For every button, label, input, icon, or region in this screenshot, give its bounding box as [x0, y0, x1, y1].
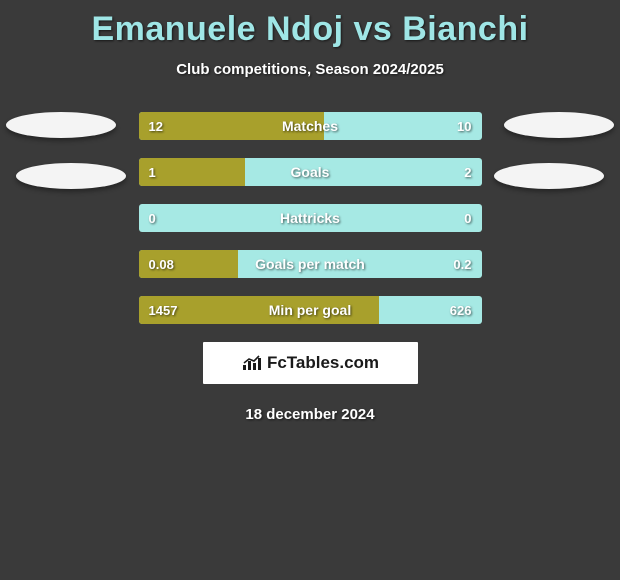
stat-label: Hattricks [139, 204, 482, 232]
stat-label: Goals [139, 158, 482, 186]
stat-label: Matches [139, 112, 482, 140]
player-left-marker-1 [6, 112, 116, 138]
source-badge: FcTables.com [203, 342, 418, 384]
stat-row: 12 Matches 10 [139, 112, 482, 140]
stat-right-value: 0 [464, 204, 471, 232]
chart-icon [241, 354, 263, 372]
player-right-marker-1 [504, 112, 614, 138]
stat-row: 1457 Min per goal 626 [139, 296, 482, 324]
stat-right-value: 626 [450, 296, 472, 324]
stat-row: 1 Goals 2 [139, 158, 482, 186]
stat-right-value: 2 [464, 158, 471, 186]
player-left-marker-2 [16, 163, 126, 189]
comparison-subtitle: Club competitions, Season 2024/2025 [0, 61, 620, 78]
stat-right-value: 0.2 [453, 250, 471, 278]
stat-label: Goals per match [139, 250, 482, 278]
source-logo: FcTables.com [241, 353, 379, 373]
stat-label: Min per goal [139, 296, 482, 324]
stat-row: 0.08 Goals per match 0.2 [139, 250, 482, 278]
comparison-chart: 12 Matches 10 1 Goals 2 0 Hattricks 0 0.… [0, 112, 620, 324]
snapshot-date: 18 december 2024 [0, 406, 620, 423]
stat-right-value: 10 [457, 112, 471, 140]
source-name: FcTables.com [267, 353, 379, 373]
stat-row: 0 Hattricks 0 [139, 204, 482, 232]
player-right-marker-2 [494, 163, 604, 189]
comparison-title: Emanuele Ndoj vs Bianchi [0, 0, 620, 49]
